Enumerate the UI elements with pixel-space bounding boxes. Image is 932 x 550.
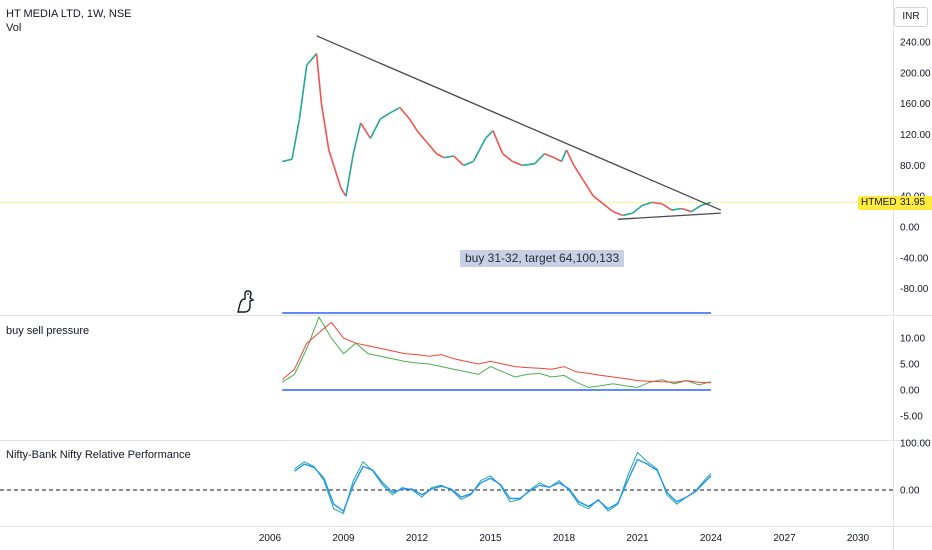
price-segment	[328, 149, 335, 166]
relative-performance-title: Nifty-Bank Nifty Relative Performance	[6, 449, 191, 461]
price-segment	[332, 165, 342, 189]
x-tick-label: 2027	[773, 533, 796, 544]
price-segment	[298, 65, 308, 120]
y-tick-label: 120.00	[900, 130, 931, 141]
price-segment	[622, 212, 633, 217]
price-segment	[512, 160, 523, 167]
price-segment	[352, 122, 362, 154]
price-segment	[492, 130, 504, 155]
price-segment	[661, 203, 673, 211]
last-price-tag: 31.95	[897, 196, 932, 210]
x-tick-label: 2012	[406, 533, 429, 544]
price-segment	[652, 201, 663, 205]
price-segment	[544, 153, 555, 159]
chart-title: HT MEDIA LTD, 1W, NSE	[6, 8, 132, 20]
price-segment	[602, 203, 614, 213]
buy-sell-pressure-title: buy sell pressure	[6, 325, 90, 337]
y-tick-label: 240.00	[900, 38, 931, 49]
price-segment	[408, 118, 418, 132]
x-tick-label: 2024	[700, 533, 723, 544]
y-tick-label: -40.00	[900, 253, 929, 264]
price-segment	[632, 204, 643, 214]
y-tick-label: 160.00	[900, 99, 931, 110]
trendline	[316, 35, 722, 211]
y-tick-label: -80.00	[900, 284, 929, 295]
price-segment	[485, 130, 494, 139]
price-segment	[463, 160, 474, 167]
price-segment	[681, 207, 692, 213]
price-segment	[502, 153, 514, 163]
price-segment	[671, 207, 682, 211]
price-segment	[472, 137, 487, 162]
annotation-note[interactable]: buy 31-32, target 64,100,133	[460, 250, 624, 267]
x-tick-label: 2030	[847, 533, 870, 544]
price-segment	[369, 118, 381, 139]
series-sell	[281, 321, 712, 384]
price-segment	[426, 141, 438, 155]
y-tick-label: -5.00	[900, 412, 923, 423]
price-segment	[612, 210, 624, 217]
y-tick-label: 10.00	[900, 334, 925, 345]
price-segment	[340, 188, 347, 197]
price-segment	[553, 156, 562, 163]
y-tick-label: 100.00	[900, 439, 931, 450]
price-segment	[416, 130, 428, 143]
price-segment	[315, 53, 323, 104]
price-segment	[573, 164, 585, 182]
series-slow	[294, 458, 712, 513]
tradingview-logo-icon	[237, 290, 255, 313]
price-segment	[320, 103, 330, 151]
price-segment	[453, 155, 465, 166]
price-segment	[690, 204, 702, 213]
series-fast	[294, 451, 712, 515]
x-tick-label: 2015	[479, 533, 502, 544]
x-tick-label: 2021	[626, 533, 649, 544]
series-buy	[282, 316, 712, 388]
y-tick-label: 0.00	[900, 223, 920, 234]
y-tick-label: 80.00	[900, 161, 925, 172]
price-segment	[399, 107, 411, 120]
price-segment	[534, 153, 545, 165]
x-tick-label: 2006	[259, 533, 282, 544]
price-segment	[359, 122, 372, 139]
x-tick-label: 2018	[553, 533, 576, 544]
price-segment	[379, 112, 391, 120]
x-tick-label: 2009	[332, 533, 355, 544]
y-tick-label: 200.00	[900, 68, 931, 79]
symbol-tag: HTMEDIA	[858, 196, 909, 210]
trendline	[617, 212, 721, 220]
price-segment	[642, 201, 653, 207]
price-segment	[345, 153, 355, 197]
price-segment	[436, 153, 445, 159]
price-segment	[565, 149, 575, 166]
price-segment	[582, 180, 595, 197]
price-segment	[592, 195, 604, 205]
price-segment	[443, 155, 454, 159]
price-segment	[282, 158, 293, 163]
y-tick-label: 0.00	[900, 386, 920, 397]
volume-label: Vol	[6, 22, 22, 34]
price-segment	[306, 53, 318, 66]
y-tick-label: 0.00	[900, 486, 920, 497]
price-segment	[522, 162, 535, 167]
price-segment	[560, 149, 568, 162]
price-segment	[291, 118, 301, 160]
y-tick-label: 5.00	[900, 360, 920, 371]
price-segment	[389, 106, 401, 114]
currency-selector[interactable]: INR	[894, 7, 928, 27]
